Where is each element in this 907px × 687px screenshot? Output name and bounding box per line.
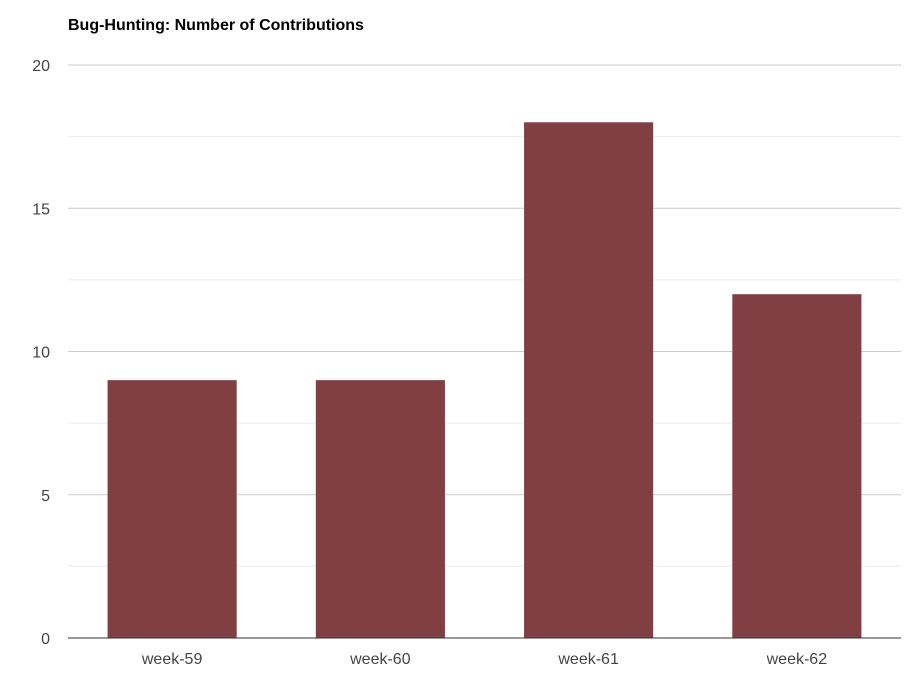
y-tick-label: 15 xyxy=(32,201,50,218)
bar-week-59 xyxy=(107,380,237,638)
x-tick-label: week-59 xyxy=(141,651,203,668)
x-tick-label: week-62 xyxy=(766,651,828,668)
chart-title: Bug-Hunting: Number of Contributions xyxy=(68,17,364,34)
y-tick-label: 5 xyxy=(41,488,50,505)
bars xyxy=(107,122,862,639)
tick-labels: 0 5 10 15 20 week-59 week-60 week-61 week-62 xyxy=(32,58,827,668)
x-tick-label: week-60 xyxy=(349,651,411,668)
y-tick-label: 10 xyxy=(32,345,50,362)
y-tick-label: 0 xyxy=(41,631,50,648)
y-tick-label: 20 xyxy=(32,58,50,75)
bar-week-61 xyxy=(524,122,654,639)
bar-week-60 xyxy=(315,380,445,638)
x-tick-label: week-61 xyxy=(557,651,619,668)
bar-week-62 xyxy=(732,294,862,638)
